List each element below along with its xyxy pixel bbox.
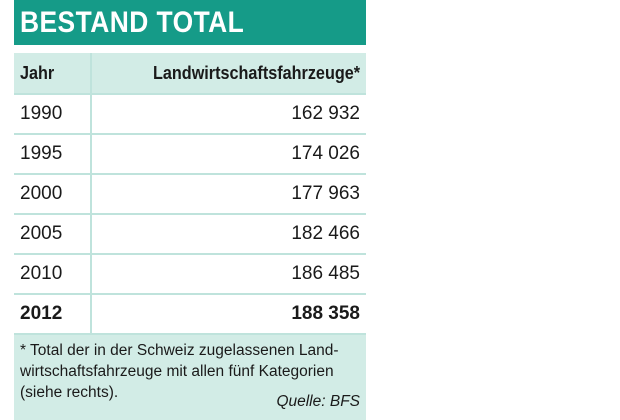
header-year: Jahr — [14, 53, 92, 93]
row-value: 186 485 — [291, 263, 360, 284]
footnote: * Total der in der Schweiz zugelassenen … — [14, 335, 366, 420]
row-year: 2005 — [14, 215, 92, 253]
row-value: 177 963 — [291, 183, 360, 204]
row-value: 162 932 — [291, 103, 360, 124]
row-year: 2000 — [14, 175, 92, 213]
table-row: 1990 162 932 — [14, 95, 366, 135]
row-value: 174 026 — [291, 143, 360, 164]
stock-table: Jahr Landwirtschaftsfahrzeuge* 1990 162 … — [14, 53, 366, 335]
table-row: 2010 186 485 — [14, 255, 366, 295]
source-credit: Quelle: BFS — [276, 393, 360, 410]
table-header-row: Jahr Landwirtschaftsfahrzeuge* — [14, 53, 366, 95]
table-row-latest: 2012 188 358 — [14, 295, 366, 335]
stock-total-box: BESTAND TOTAL Jahr Landwirtschaftsfahrze… — [14, 0, 366, 420]
row-value: 188 358 — [291, 303, 360, 324]
header-value: Landwirtschaftsfahrzeuge* — [152, 62, 360, 83]
table-row: 1995 174 026 — [14, 135, 366, 175]
row-year: 2012 — [14, 295, 92, 333]
box-title: BESTAND TOTAL — [14, 0, 366, 45]
row-year: 1990 — [14, 95, 92, 133]
row-year: 2010 — [14, 255, 92, 293]
table-row: 2000 177 963 — [14, 175, 366, 215]
table-row: 2005 182 466 — [14, 215, 366, 255]
footnote-text: * Total der in der Schweiz zugelassenen … — [20, 342, 339, 401]
row-year: 1995 — [14, 135, 92, 173]
box-title-text: BESTAND TOTAL — [20, 6, 245, 39]
row-value: 182 466 — [291, 223, 360, 244]
